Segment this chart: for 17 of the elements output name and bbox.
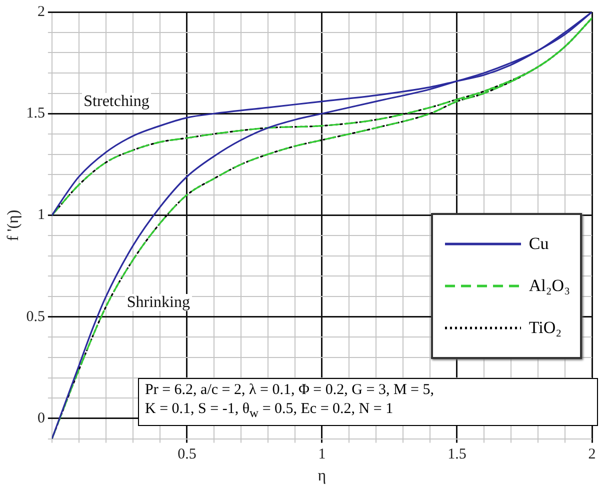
- y-axis-title: f '(η): [4, 210, 22, 242]
- annotation: Stretching: [82, 93, 152, 110]
- x-axis-title: η: [318, 468, 326, 485]
- x-tick-label: 0.5: [178, 446, 196, 463]
- parameter-box: Pr = 6.2, a/c = 2, λ = 0.1, Φ = 0.2, G = 3, M = 5, K = 0.1, S = -1, θ$_{w}$ = 0.5, Ec = 0.2, N = 1: [138, 378, 598, 426]
- legend-label: Al₂O₃: [528, 276, 570, 296]
- x-tick-label: 1: [318, 446, 326, 463]
- legend-label: Cu: [528, 234, 549, 254]
- y-tick-label: 2: [37, 4, 45, 20]
- y-tick-label: 1.5: [26, 106, 45, 122]
- y-tick-label: 0: [37, 410, 45, 426]
- legend-label: TiO₂: [528, 318, 562, 338]
- annotation: Shrinking: [124, 294, 192, 311]
- y-tick-label: 0.5: [26, 308, 45, 325]
- x-tick-label: 1.5: [448, 446, 466, 463]
- x-tick-label: 2: [588, 446, 596, 463]
- y-tick-label: 1: [37, 207, 45, 224]
